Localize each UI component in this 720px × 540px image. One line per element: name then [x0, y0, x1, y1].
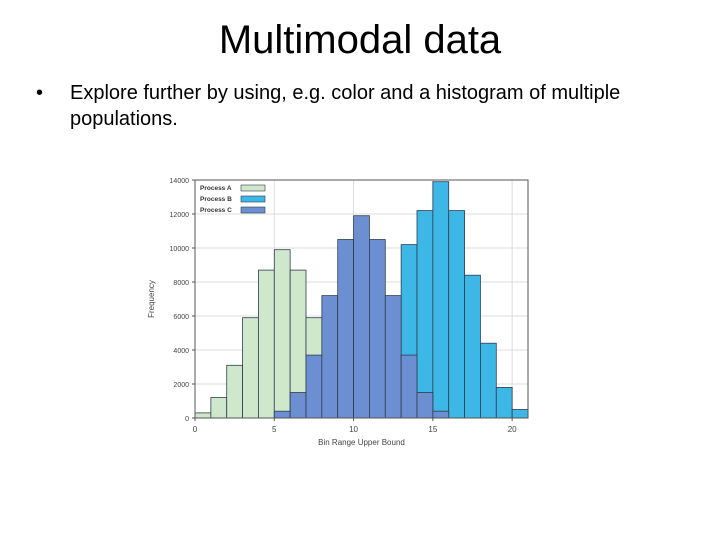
histogram-bar [273, 249, 291, 419]
y-tick-label: 14000 [170, 178, 190, 185]
histogram-bar [416, 392, 434, 419]
legend-swatch [240, 184, 266, 192]
plot-frame [194, 179, 529, 419]
legend-label: Process B [200, 196, 232, 203]
y-tick-label: 6000 [173, 314, 189, 321]
y-axis-label: Frequency [147, 280, 156, 318]
histogram-bar [369, 239, 386, 419]
histogram-bar [448, 210, 465, 419]
histogram-svg: 0 2000 4000 6000 8000 10000 12000 14000 0 5 10 15 20… [147, 178, 529, 447]
histogram-bar [289, 392, 307, 419]
histogram-bar [305, 354, 323, 419]
y-tick-label: 4000 [173, 348, 189, 355]
histogram-bar [432, 181, 450, 419]
histogram-bar [432, 410, 450, 419]
y-tick-label: 12000 [170, 212, 190, 219]
histogram-bar [495, 386, 513, 419]
histogram-bar [273, 410, 291, 419]
legend-swatch [240, 195, 266, 203]
y-tick-label: 10000 [170, 246, 190, 253]
histogram-bar [321, 295, 339, 419]
legend-swatch [240, 206, 266, 214]
histogram-bar [416, 210, 434, 419]
histogram-bar [400, 354, 418, 419]
bullet-marker: • [36, 82, 44, 104]
histogram-bar [258, 269, 275, 419]
x-tick-label: 20 [508, 425, 517, 434]
legend-label: Process A [200, 185, 232, 192]
x-tick-label: 10 [349, 425, 358, 434]
bullet-item: • Explore further by using, e.g. color a… [36, 80, 656, 132]
histogram-chart: 0 2000 4000 6000 8000 10000 12000 14000 0 5 10 15 20… [140, 168, 540, 458]
x-tick-label: 0 [193, 425, 198, 434]
histogram-bar [480, 342, 497, 419]
histogram-bar [242, 317, 259, 419]
y-tick-label: 0 [185, 416, 189, 423]
histogram-bar [210, 397, 228, 419]
x-tick-label: 5 [272, 425, 277, 434]
slide-title: Multimodal data [218, 18, 502, 62]
histogram-bar [511, 409, 529, 419]
histogram-bar [384, 295, 402, 419]
histogram-bar [337, 239, 354, 419]
y-tick-label: 8000 [173, 280, 189, 287]
histogram-bar [464, 274, 481, 419]
x-tick-label: 15 [428, 425, 437, 434]
histogram-bar [226, 364, 243, 419]
histogram-bar [194, 412, 212, 419]
y-tick-label: 2000 [173, 382, 189, 389]
x-axis-label: Bin Range Upper Bound [318, 438, 405, 447]
bullet-text: Explore further by using, e.g. color and… [70, 82, 621, 130]
legend-label: Process C [200, 207, 232, 214]
histogram-bar [353, 215, 370, 419]
